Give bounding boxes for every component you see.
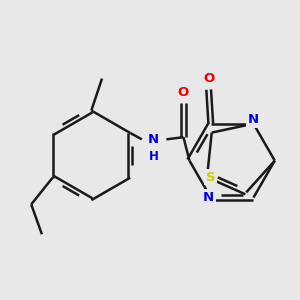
Text: H: H <box>149 150 158 163</box>
Text: S: S <box>206 171 215 184</box>
Text: N: N <box>148 133 159 146</box>
Text: O: O <box>203 72 214 86</box>
Text: N: N <box>248 113 259 126</box>
Text: O: O <box>178 86 189 99</box>
Text: N: N <box>203 191 214 204</box>
